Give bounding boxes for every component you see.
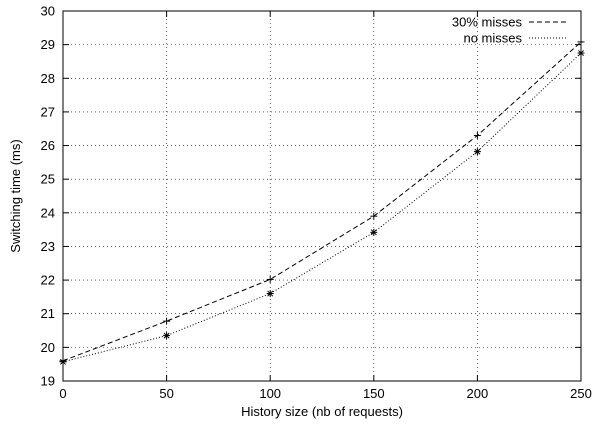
data-point-30-misses — [473, 131, 481, 139]
y-tick-label: 19 — [41, 374, 55, 389]
y-tick-label: 23 — [41, 239, 55, 254]
data-point-no-misses — [577, 49, 585, 57]
y-axis-tick-labels: 19 20 21 22 23 24 25 26 27 28 29 30 — [41, 4, 55, 389]
legend-label-no-misses: no misses — [463, 31, 522, 46]
y-tick-label: 26 — [41, 138, 55, 153]
y-tick-label: 28 — [41, 71, 55, 86]
x-tick-label: 100 — [259, 386, 281, 401]
series-lines — [62, 41, 582, 363]
data-point-no-misses — [59, 358, 67, 366]
y-tick-label: 21 — [41, 306, 55, 321]
y-tick-label: 20 — [41, 340, 55, 355]
y-tick-label: 22 — [41, 273, 55, 288]
data-point-no-misses — [266, 290, 274, 298]
y-tick-label: 24 — [41, 205, 55, 220]
series-markers — [59, 38, 585, 366]
plot-frame — [62, 10, 582, 382]
x-tick-label: 50 — [159, 386, 173, 401]
data-point-no-misses — [473, 148, 481, 156]
data-point-no-misses — [163, 332, 171, 340]
data-point-30-misses — [577, 38, 585, 46]
y-axis-title: Switching time (ms) — [8, 139, 23, 252]
legend: 30% misses no misses — [452, 15, 566, 46]
x-tick-label: 200 — [467, 386, 489, 401]
y-tick-label: 29 — [41, 37, 55, 52]
x-tick-label: 250 — [570, 386, 592, 401]
series-line-30-misses — [62, 41, 582, 362]
data-point-30-misses — [163, 317, 171, 325]
y-tick-label: 25 — [41, 172, 55, 187]
data-point-30-misses — [266, 275, 274, 283]
x-axis-title: History size (nb of requests) — [241, 404, 403, 419]
x-tick-label: 0 — [59, 386, 66, 401]
x-tick-label: 150 — [363, 386, 385, 401]
data-point-30-misses — [370, 212, 378, 220]
y-tick-label: 30 — [41, 4, 55, 19]
x-axis-tick-labels: 0 50 100 150 200 250 — [59, 386, 591, 401]
axis-ticks — [62, 10, 582, 382]
legend-label-30-misses: 30% misses — [452, 15, 523, 30]
y-tick-label: 27 — [41, 104, 55, 119]
data-point-no-misses — [370, 228, 378, 236]
